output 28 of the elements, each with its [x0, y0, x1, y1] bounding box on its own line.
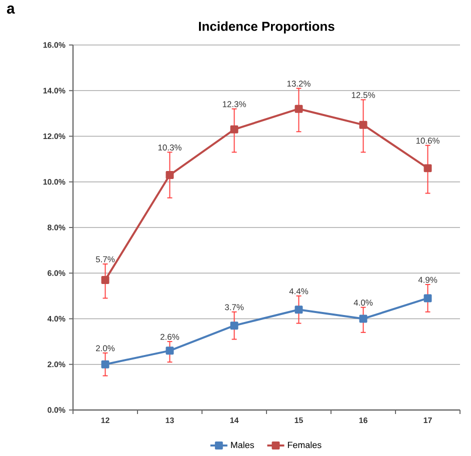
text: a — [6, 6, 15, 14]
point — [424, 294, 432, 302]
data-label: 4.9% — [418, 276, 438, 283]
point — [230, 125, 238, 134]
point — [101, 360, 110, 368]
data-label: 13.2% — [287, 80, 310, 87]
data-label: 2.0% — [96, 345, 115, 352]
data-label: 10.6% — [416, 138, 440, 144]
point — [166, 171, 174, 180]
data-label: 3.7% — [224, 304, 244, 310]
point — [294, 104, 303, 113]
point — [359, 120, 368, 129]
data-label: 4.4% — [289, 288, 308, 294]
point — [101, 276, 110, 284]
point — [294, 306, 303, 314]
data-label: 5.7% — [96, 256, 115, 262]
legend-label: Females — [288, 442, 322, 448]
data-label: 12.5% — [352, 92, 375, 98]
legend-label: Males — [231, 442, 254, 448]
point — [230, 322, 238, 330]
point — [424, 164, 432, 172]
data-label: 12.3% — [222, 101, 246, 108]
chart-title: Incidence Proportions — [199, 21, 334, 34]
data-label: 4.0% — [354, 300, 373, 306]
data-label: 2.6% — [160, 334, 180, 340]
data-label: 10.3% — [158, 144, 182, 151]
point — [359, 314, 368, 323]
point — [166, 346, 174, 355]
